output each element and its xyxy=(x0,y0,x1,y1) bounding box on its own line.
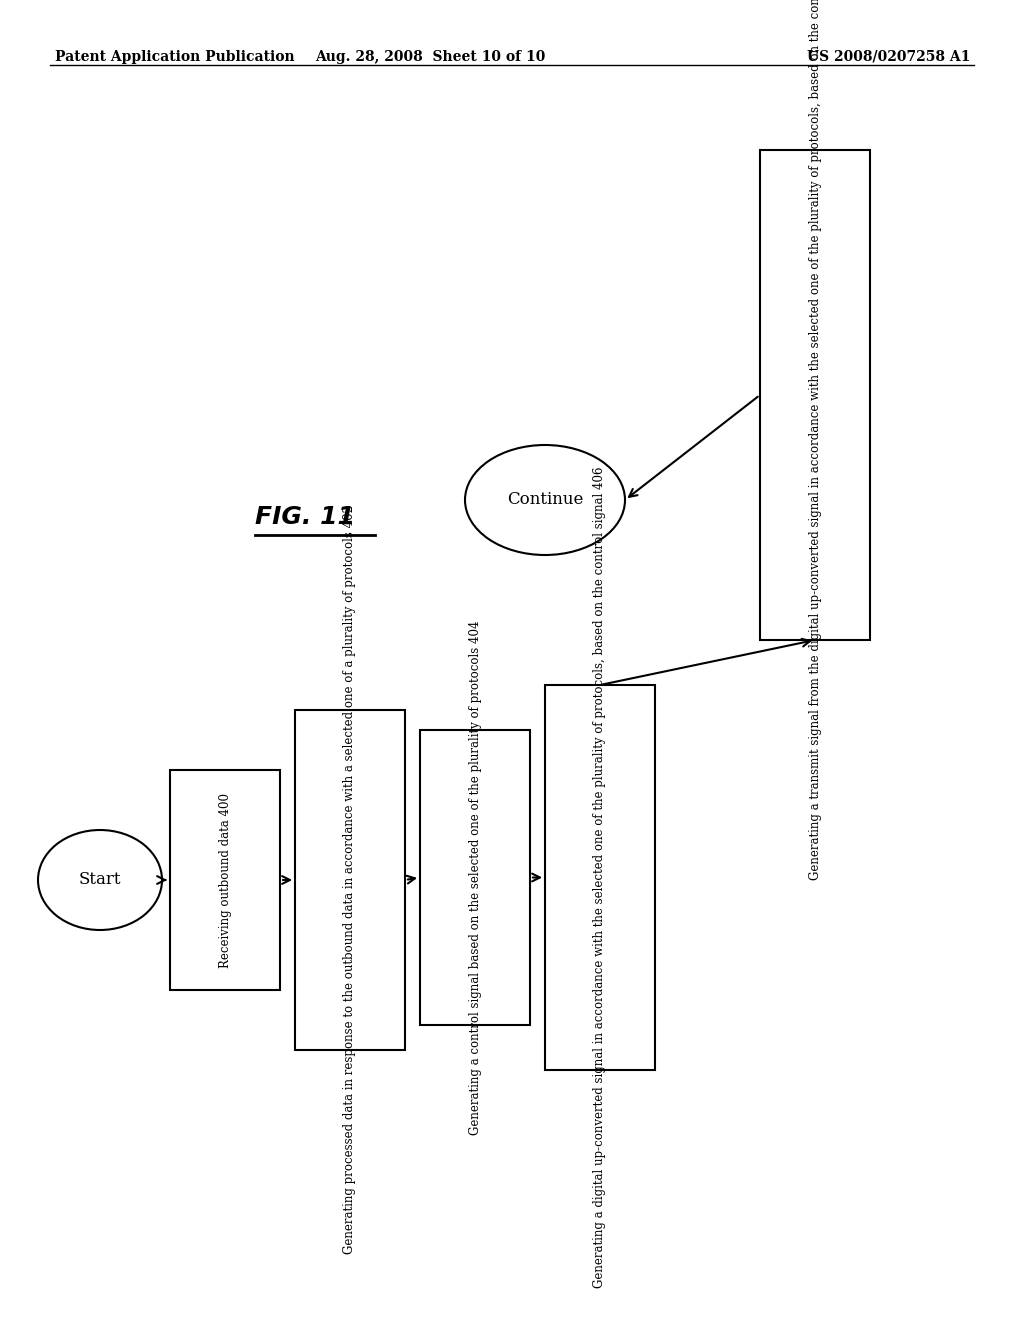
Text: FIG. 11: FIG. 11 xyxy=(255,506,355,529)
Text: US 2008/0207258 A1: US 2008/0207258 A1 xyxy=(807,50,970,63)
Bar xyxy=(420,730,530,1026)
Ellipse shape xyxy=(465,445,625,554)
Bar xyxy=(295,710,406,1049)
Ellipse shape xyxy=(38,830,162,931)
Text: Generating processed data in response to the outbound data in accordance with a : Generating processed data in response to… xyxy=(343,506,356,1254)
Text: Generating a transmit signal from the digital up-converted signal in accordance : Generating a transmit signal from the di… xyxy=(809,0,821,879)
Bar xyxy=(760,150,870,640)
Text: Continue: Continue xyxy=(507,491,584,508)
Text: Receiving outbound data 400: Receiving outbound data 400 xyxy=(218,792,231,968)
Text: Generating a digital up-converted signal in accordance with the selected one of : Generating a digital up-converted signal… xyxy=(594,467,606,1288)
Text: Generating a control signal based on the selected one of the plurality of protoc: Generating a control signal based on the… xyxy=(469,620,481,1135)
Text: Start: Start xyxy=(79,871,121,888)
Bar xyxy=(170,770,280,990)
Text: Patent Application Publication: Patent Application Publication xyxy=(55,50,295,63)
Bar xyxy=(545,685,655,1071)
Text: Aug. 28, 2008  Sheet 10 of 10: Aug. 28, 2008 Sheet 10 of 10 xyxy=(314,50,545,63)
